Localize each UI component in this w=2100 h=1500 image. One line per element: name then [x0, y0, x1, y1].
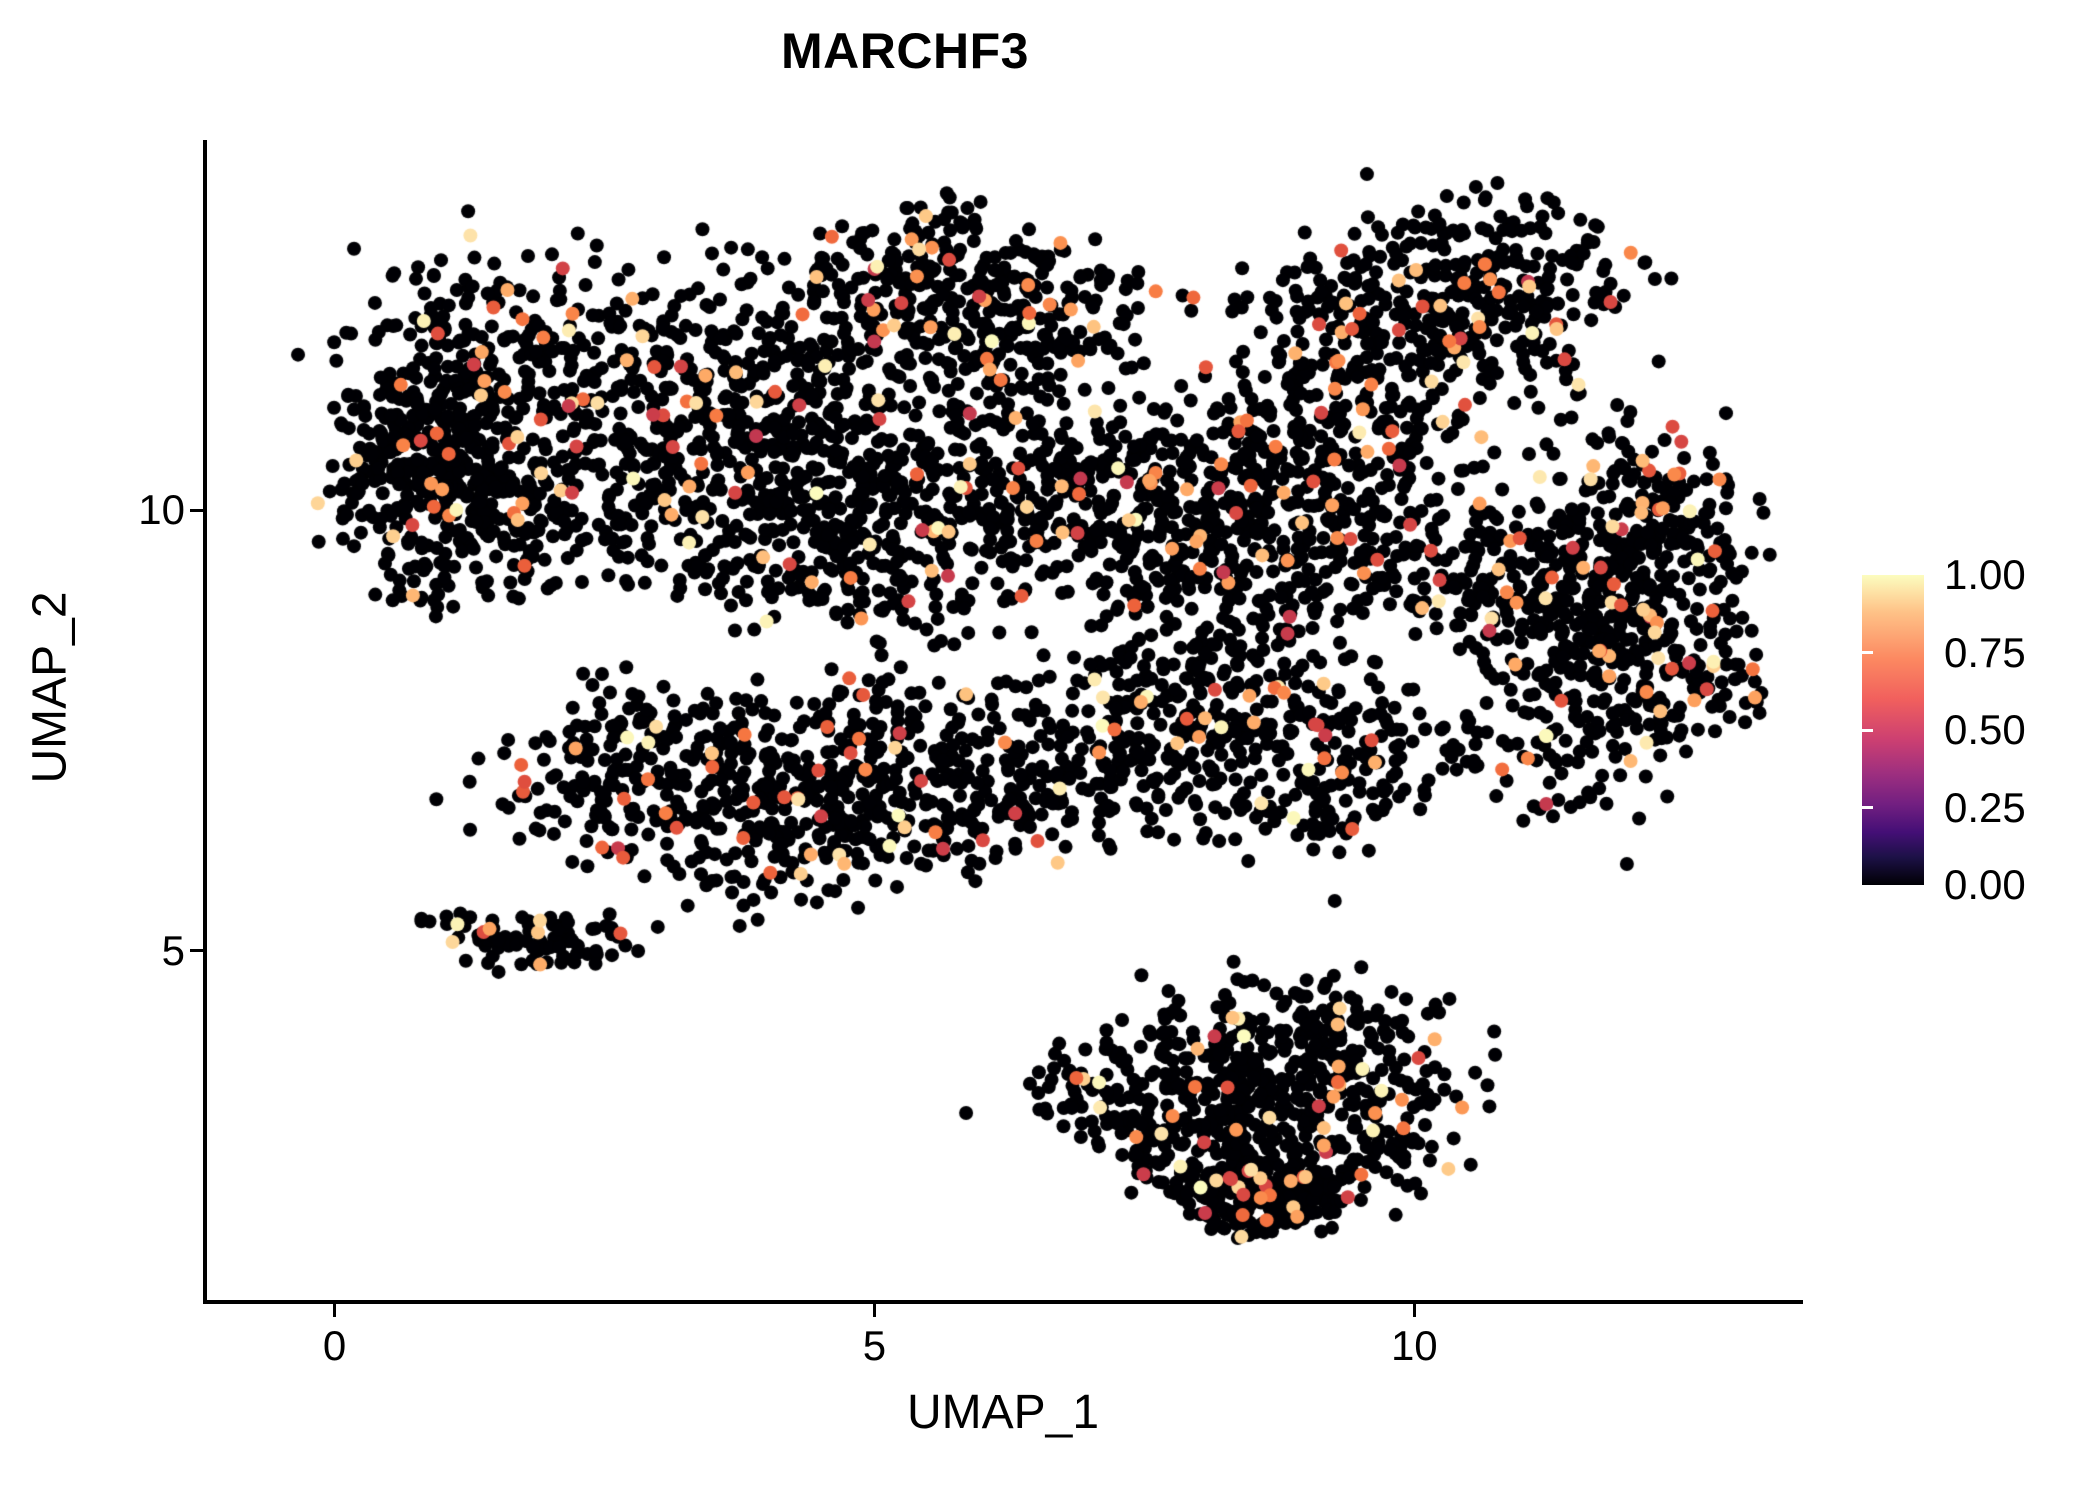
colorbar-tick-mark [2081, 651, 2092, 654]
y-tick-label: 5 [161, 926, 185, 974]
colorbar-tick-label: 0.75 [1944, 628, 2026, 676]
colorbar-tick-mark [2081, 806, 2092, 809]
x-tick-mark [872, 1304, 876, 1317]
scatter-points-canvas [205, 140, 1803, 1303]
y-tick-mark [190, 508, 203, 512]
colorbar-tick-mark [1862, 806, 1873, 809]
x-tick-label: 0 [322, 1322, 347, 1369]
colorbar-tick-label: 0.00 [1944, 861, 2026, 908]
colorbar-tick-mark [1862, 651, 1873, 654]
colorbar-tick-label: 0.25 [1944, 783, 2026, 831]
y-axis-title: UMAP_2 [23, 591, 77, 784]
colorbar-tick-label: 0.50 [1944, 706, 2026, 753]
x-tick-mark [333, 1304, 337, 1317]
x-axis-line [203, 1300, 1803, 1304]
colorbar-tick-mark [1862, 728, 1873, 732]
plot-panel [205, 140, 1803, 1303]
y-tick-label: 10 [138, 486, 185, 534]
x-tick-label: 10 [1390, 1322, 1438, 1369]
x-tick-mark [1412, 1304, 1416, 1317]
x-tick-label: 5 [862, 1322, 887, 1369]
colorbar-legend: 1.00 0.75 0.50 0.25 0.00 [1862, 551, 2092, 908]
y-tick-mark [190, 949, 203, 953]
colorbar-tick-mark [2081, 728, 2092, 732]
page-title: MARCHF3 [781, 23, 1029, 79]
y-axis-line [203, 140, 207, 1304]
x-axis-title: UMAP_1 [906, 1386, 1100, 1439]
colorbar-tick-label: 1.00 [1944, 551, 2026, 598]
